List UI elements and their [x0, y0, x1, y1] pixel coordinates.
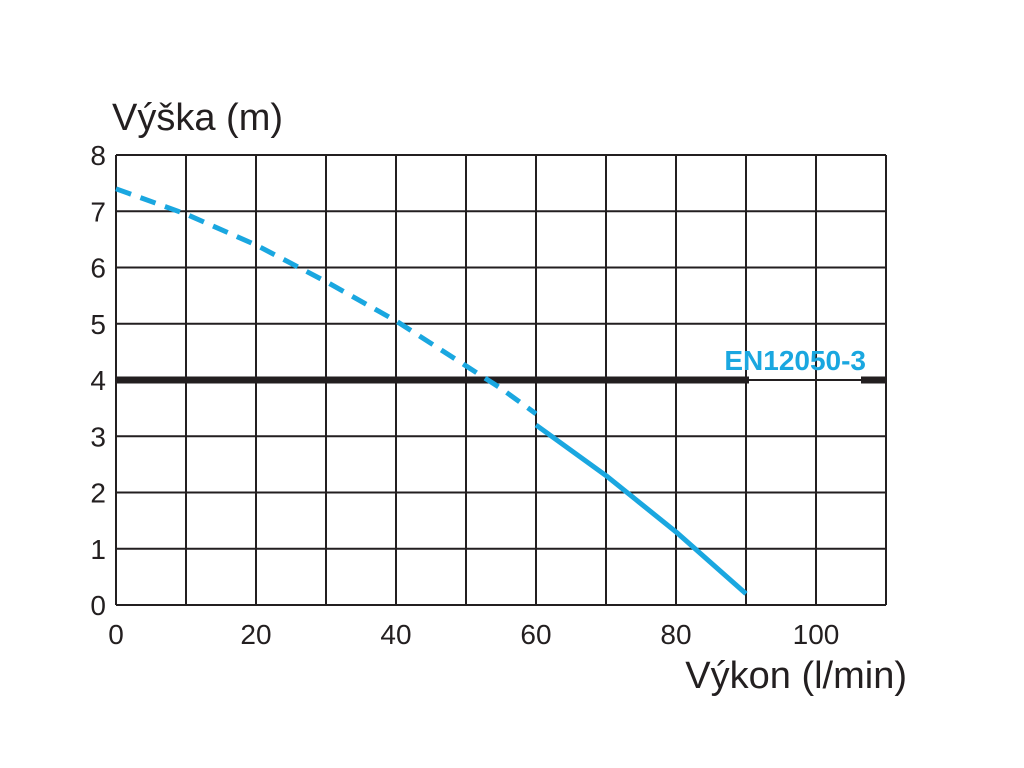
x-tick-label: 40	[380, 619, 411, 650]
x-tick-label: 100	[793, 619, 840, 650]
y-tick-label: 7	[90, 196, 106, 227]
reference-line-group: EN12050-3	[116, 345, 886, 384]
y-tick-label: 0	[90, 590, 106, 621]
y-tick-label: 8	[90, 140, 106, 171]
x-tick-label: 0	[108, 619, 124, 650]
x-axis-title: Výkon (l/min)	[685, 655, 907, 697]
x-tick-label: 20	[240, 619, 271, 650]
en12050-label: EN12050-3	[724, 345, 866, 376]
y-tick-label: 6	[90, 253, 106, 284]
y-tick-label: 3	[90, 421, 106, 452]
pump-curve-series	[115, 186, 748, 596]
y-axis-title: Výška (m)	[112, 97, 283, 139]
y-tick-label: 2	[90, 478, 106, 509]
tick-labels: 0 20 40 60 80 100 0 1 2 3 4 5 6 7 8	[90, 140, 839, 650]
curve-series-2	[534, 422, 748, 596]
y-tick-label: 4	[90, 365, 106, 396]
x-tick-label: 60	[520, 619, 551, 650]
y-tick-label: 1	[90, 534, 106, 565]
curve-series-1	[115, 186, 538, 416]
x-tick-label: 80	[660, 619, 691, 650]
y-tick-label: 5	[90, 309, 106, 340]
